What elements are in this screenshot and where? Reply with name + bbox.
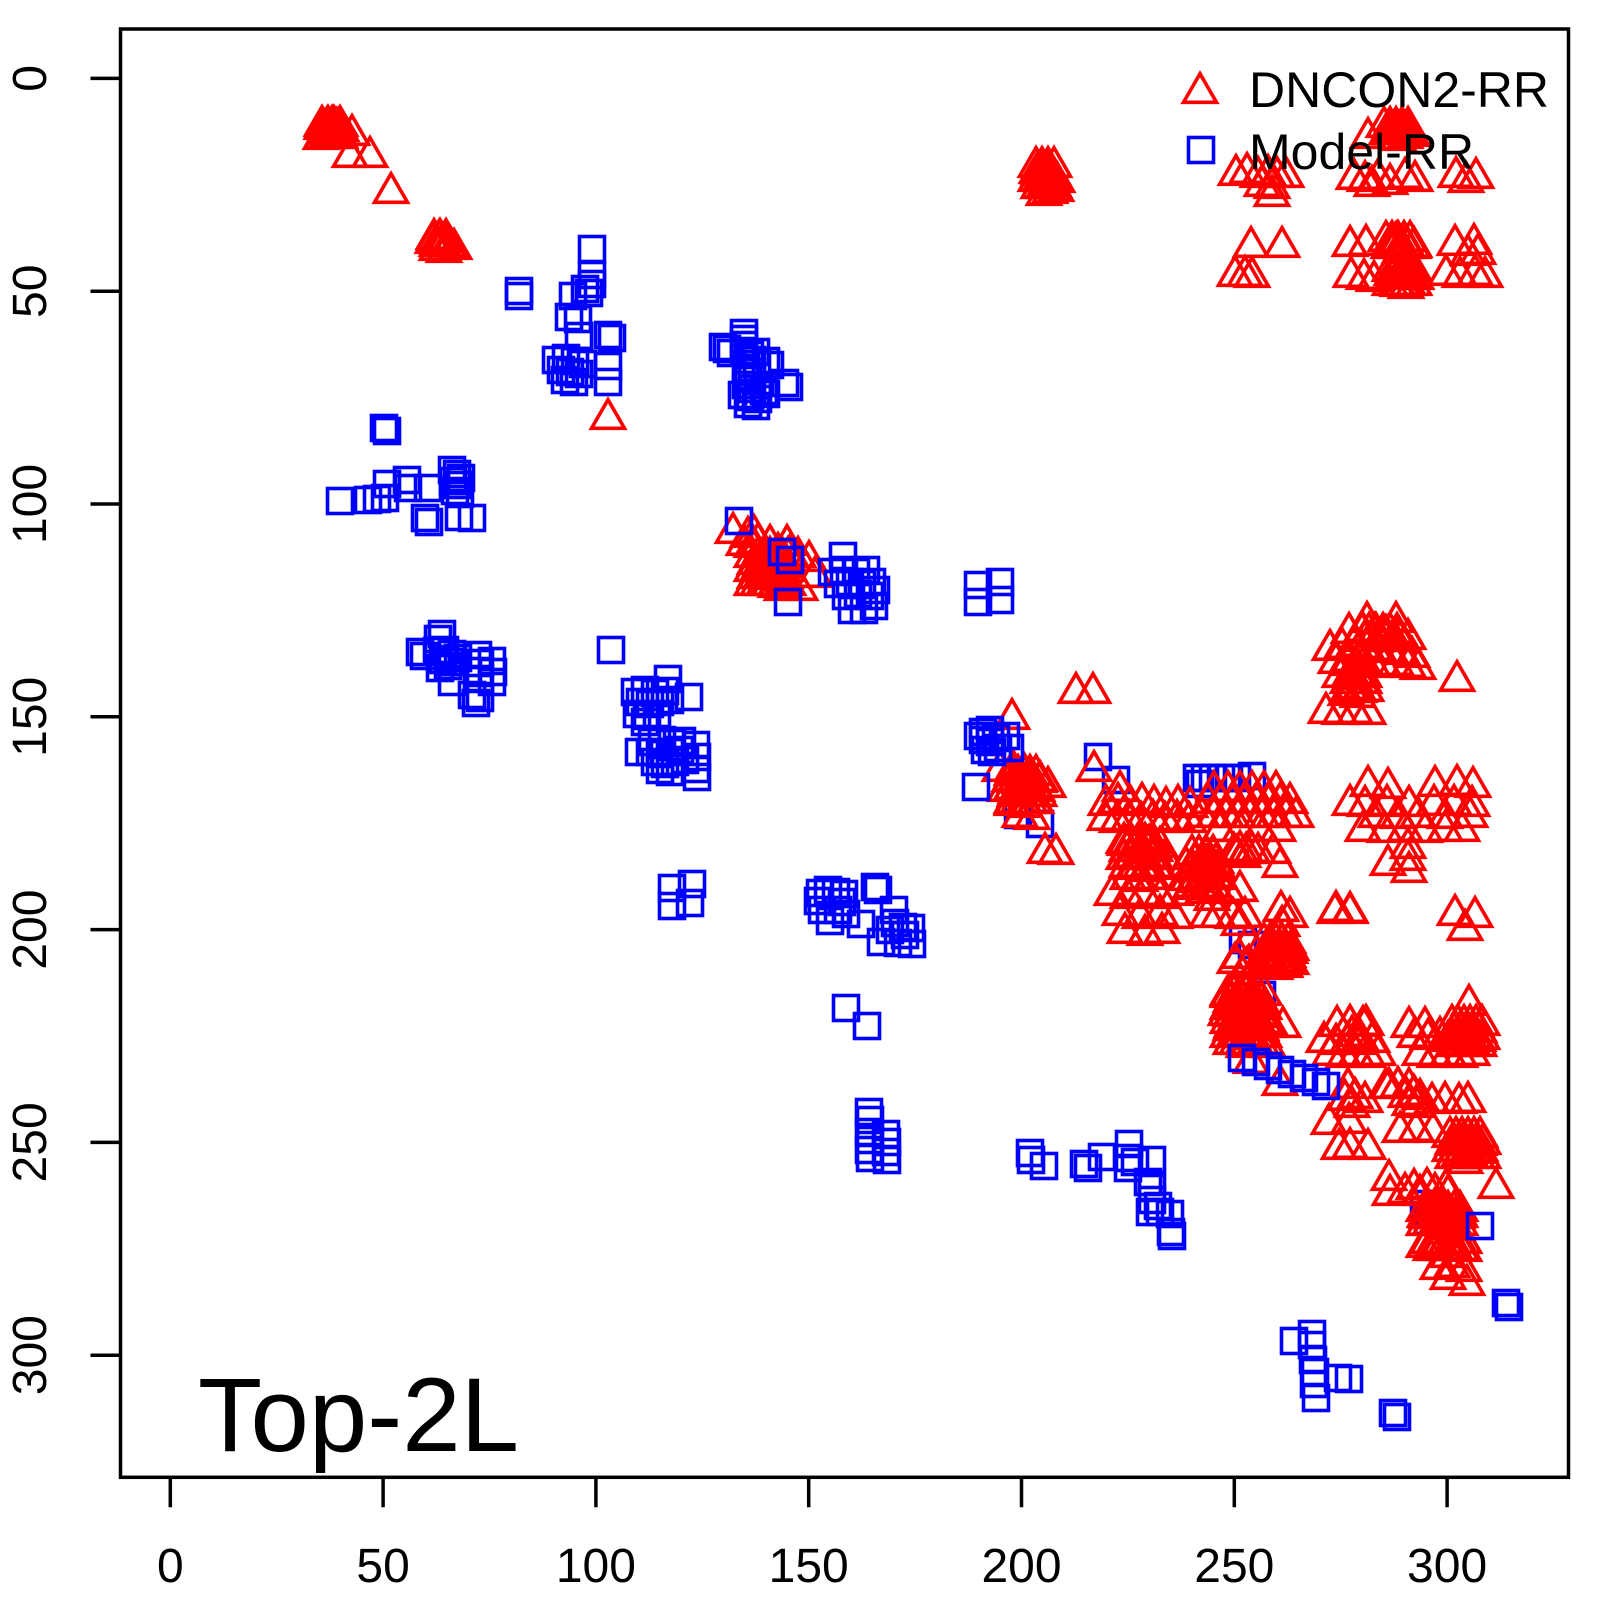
svg-text:Top-2L: Top-2L [198,1357,519,1474]
svg-text:300: 300 [1407,1540,1487,1593]
svg-text:150: 150 [769,1540,849,1593]
svg-text:50: 50 [356,1540,409,1593]
svg-text:200: 200 [4,890,57,970]
svg-text:Model-RR: Model-RR [1249,124,1474,180]
svg-text:0: 0 [4,65,57,92]
svg-text:250: 250 [4,1102,57,1182]
svg-text:100: 100 [4,464,57,544]
svg-text:300: 300 [4,1315,57,1395]
svg-text:0: 0 [157,1540,184,1593]
svg-text:100: 100 [556,1540,636,1593]
svg-text:200: 200 [981,1540,1061,1593]
svg-text:DNCON2-RR: DNCON2-RR [1249,62,1549,118]
svg-text:50: 50 [4,265,57,318]
svg-text:250: 250 [1194,1540,1274,1593]
svg-text:150: 150 [4,677,57,757]
